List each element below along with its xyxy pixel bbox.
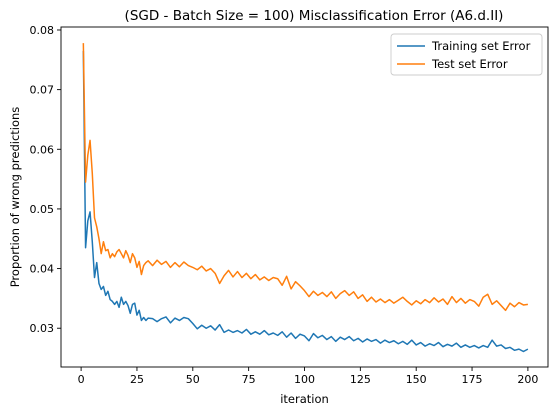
plot-area (60, 26, 549, 368)
x-tick-label: 150 (406, 373, 427, 386)
y-axis-label: Proportion of wrong predictions (8, 107, 22, 288)
x-tick-label: 175 (462, 373, 483, 386)
x-tick-label: 50 (186, 373, 200, 386)
chart-title: (SGD - Batch Size = 100) Misclassificati… (125, 8, 504, 24)
x-tick-label: 100 (294, 373, 315, 386)
y-tick-label: 0.07 (30, 84, 55, 97)
x-tick-label: 75 (242, 373, 256, 386)
series-line-0 (82, 50, 529, 353)
x-tick-label: 125 (350, 373, 371, 386)
y-tick-label: 0.03 (30, 322, 55, 335)
plot-frame (60, 26, 549, 368)
y-tick-label: 0.06 (30, 143, 55, 156)
x-tick-label: 25 (130, 373, 144, 386)
y-tick-label: 0.08 (30, 24, 55, 37)
series-layer (82, 43, 529, 353)
series-line-1 (82, 43, 528, 312)
legend-label-test: Test set Error (431, 57, 508, 71)
x-tick-label: 200 (517, 373, 538, 386)
y-axis: 0.03 0.04 0.05 0.06 0.07 0.08 (30, 24, 61, 335)
y-tick-label: 0.04 (30, 263, 55, 276)
y-tick-label: 0.05 (30, 203, 55, 216)
x-tick-label: 0 (78, 373, 85, 386)
legend-box (390, 33, 543, 76)
legend-label-training: Training set Error (431, 39, 531, 53)
x-axis-label: iteration (280, 392, 329, 406)
x-axis: 0 25 50 75 100 125 150 175 200 (78, 367, 538, 386)
legend: Training set Error Test set Error (390, 33, 543, 76)
